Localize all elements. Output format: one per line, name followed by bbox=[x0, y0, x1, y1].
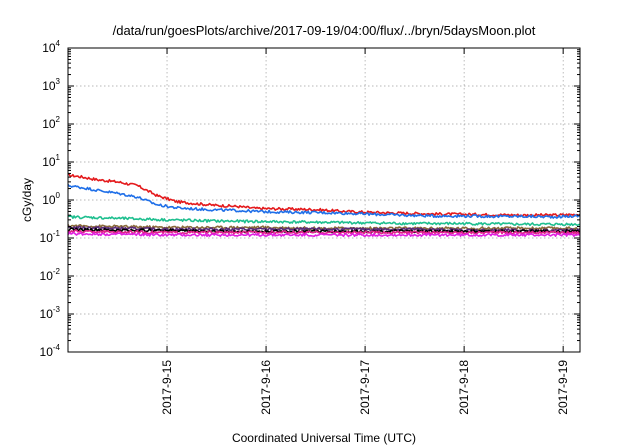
chart-title: /data/run/goesPlots/archive/2017-09-19/0… bbox=[113, 23, 536, 38]
y-axis-label: cGy/day bbox=[20, 178, 34, 222]
y-tick-label: 10-2 bbox=[40, 267, 61, 283]
plot-frame bbox=[67, 47, 581, 353]
series-line bbox=[67, 229, 581, 235]
series-line bbox=[67, 224, 581, 231]
y-tick-label: 103 bbox=[42, 77, 60, 93]
series-line bbox=[67, 214, 581, 227]
y-tick-labels: 10-4 10-3 10-2 10-1 100 101 102 103 104 bbox=[40, 39, 61, 359]
x-tick-label: 2017-9-19 bbox=[556, 360, 570, 415]
y-tick-label: 104 bbox=[42, 39, 60, 55]
y-tick-label: 100 bbox=[42, 191, 60, 207]
x-tick-label: 2017-9-16 bbox=[259, 360, 273, 415]
series-line bbox=[67, 173, 581, 218]
x-tick-labels: 2017-9-15 2017-9-16 2017-9-17 2017-9-18 2017… bbox=[160, 360, 570, 415]
y-tick-label: 101 bbox=[42, 153, 60, 169]
y-tick-label: 10-4 bbox=[40, 343, 61, 359]
x-tick-label: 2017-9-15 bbox=[160, 360, 174, 415]
gridlines bbox=[68, 48, 580, 352]
y-tick-label: 102 bbox=[42, 115, 60, 131]
y-tick-label: 10-3 bbox=[40, 305, 61, 321]
series-line bbox=[67, 231, 581, 238]
x-axis-label: Coordinated Universal Time (UTC) bbox=[232, 431, 416, 445]
x-tick-label: 2017-9-18 bbox=[457, 360, 471, 415]
y-tick-label: 10-1 bbox=[40, 229, 61, 245]
series-line bbox=[67, 183, 581, 219]
series-lines bbox=[67, 173, 581, 238]
x-tick-label: 2017-9-17 bbox=[358, 360, 372, 415]
